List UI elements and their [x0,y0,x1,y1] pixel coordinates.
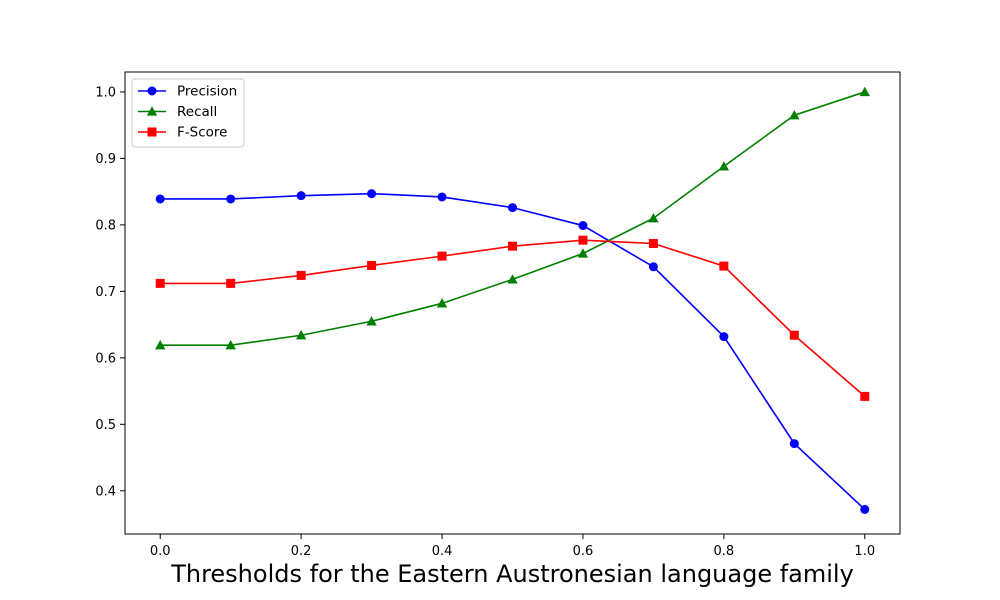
plot-area-frame [124,71,901,535]
recall-point [718,161,730,171]
precision-point [860,504,870,514]
x-tick-label: 0.0 [150,544,171,559]
y-tick-label: 0.8 [95,218,116,233]
precision-point [367,189,377,199]
y-axis-ticks: 0.4 0.5 0.6 0.7 0.8 0.9 1.0 [95,85,125,499]
legend-box [131,78,245,148]
y-tick-label: 0.6 [95,351,116,366]
f-score-point [578,235,588,245]
recall-point [507,274,518,284]
y-tick-label: 0.4 [95,484,116,499]
recall-point [648,213,659,223]
precision-point [437,192,447,202]
f-score-point [719,261,729,271]
precision-point [226,194,236,204]
f-score-point [367,260,377,270]
x-tick-label: 0.2 [291,544,312,559]
recall-point [859,86,870,97]
legend-f-score-marker [147,127,157,137]
legend-f-score-label: F-Score [177,125,227,141]
x-tick-label: 1.0 [854,544,875,559]
legend-precision-label: Precision [177,84,237,100]
x-axis-title: Thresholds for the Eastern Austronesian … [170,560,854,588]
recall-point [436,298,448,308]
f-score-point [508,241,517,251]
precision-point [719,332,729,342]
f-score-point [437,251,447,261]
x-tick-label: 0.6 [573,544,594,559]
y-tick-label: 0.5 [95,418,116,433]
recall-point [577,248,589,258]
x-tick-label: 0.8 [714,544,735,559]
legend-precision-marker [147,86,157,96]
x-tick-label: 0.4 [432,544,453,559]
recall-point [295,330,307,340]
recall-point [789,110,800,120]
f-score-point [789,330,799,340]
precision-point [648,262,658,272]
recall-point [366,316,377,326]
recall-point [225,340,236,350]
recall-point [155,340,166,350]
precision-point [508,203,517,213]
y-tick-label: 0.9 [95,152,116,167]
precision-point [155,194,165,204]
legend-recall-marker [146,106,158,116]
x-axis-ticks: 0.0 0.2 0.4 0.6 0.8 1.0 [150,534,875,559]
precision-point [296,191,306,201]
series-markers [155,86,870,514]
f-score-point [648,239,658,249]
f-score-point [860,391,870,401]
precision-point [578,221,588,231]
precision-point [789,439,799,449]
y-tick-label: 1.0 [95,85,116,100]
f-score-point [155,278,165,288]
legend-recall-label: Recall [177,104,217,120]
legend: Precision Recall F-Score [131,78,245,148]
f-score-point [226,278,236,288]
f-score-point [296,270,306,280]
y-tick-label: 0.7 [95,285,116,300]
